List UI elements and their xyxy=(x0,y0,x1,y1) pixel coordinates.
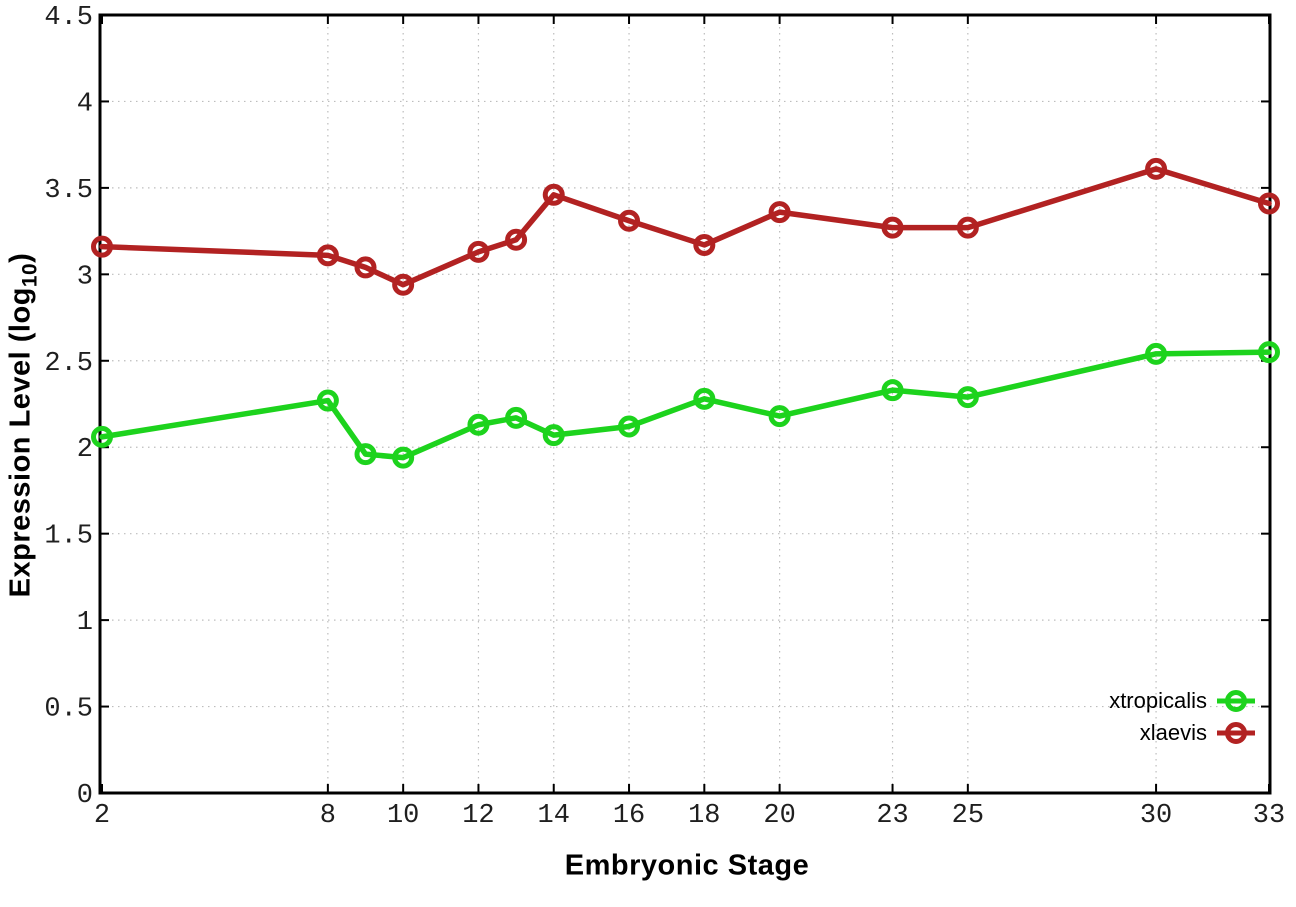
data-point-marker xyxy=(91,425,113,448)
x-tick-label: 14 xyxy=(538,801,570,831)
data-point-marker xyxy=(618,415,641,438)
y-axis-title: Expression Level (log10) xyxy=(4,252,42,598)
legend-point-sample xyxy=(1225,722,1247,744)
x-tick-label: 33 xyxy=(1253,801,1285,831)
data-point-marker xyxy=(768,201,791,224)
x-axis-title: Embryonic Stage xyxy=(564,849,810,882)
y-axis-title-text: Expression Level (log xyxy=(4,287,37,598)
data-point-marker xyxy=(505,228,528,251)
x-tick-label: 20 xyxy=(763,801,795,831)
data-point-marker xyxy=(542,183,565,206)
data-point-marker xyxy=(392,273,415,296)
x-tick-label: 12 xyxy=(462,801,494,831)
legend-label-xtropicalis: xtropicalis xyxy=(1109,688,1207,713)
y-tick-label: 0.5 xyxy=(44,695,93,725)
data-point-marker xyxy=(1258,341,1280,364)
y-axis-title-subscript: 10 xyxy=(18,262,42,288)
y-tick-label: 0 xyxy=(77,781,93,811)
x-tick-label: 2 xyxy=(94,801,110,831)
data-point-marker xyxy=(354,443,377,466)
series-xlaevis xyxy=(91,157,1280,296)
data-point-marker xyxy=(1258,192,1280,215)
y-tick-label: 4 xyxy=(77,89,93,119)
data-point-marker xyxy=(956,386,979,409)
line-marker-icon xyxy=(1217,690,1255,712)
data-point-marker xyxy=(693,233,716,256)
data-point-marker xyxy=(956,216,979,239)
x-tick-label: 30 xyxy=(1140,801,1172,831)
y-tick-label: 3.5 xyxy=(44,176,93,206)
x-tick-label: 23 xyxy=(876,801,908,831)
legend: xtropicalis xlaevis xyxy=(1109,685,1255,749)
data-point-marker xyxy=(354,256,377,279)
data-point-marker xyxy=(505,406,528,429)
y-tick-label: 1.5 xyxy=(44,522,93,552)
tick-labels: 0 0.5 1 1.5 2 2.5 3 3.5 4 4.5 2 8 10 12 14 16 18 20 23 25 30… xyxy=(44,3,1285,831)
data-point-marker xyxy=(618,209,641,232)
data-point-marker xyxy=(316,389,339,412)
y-tick-label: 4.5 xyxy=(44,3,93,33)
x-tick-label: 10 xyxy=(387,801,419,831)
y-tick-label: 2.5 xyxy=(44,349,93,379)
y-tick-label: 2 xyxy=(77,435,93,465)
x-tick-label: 16 xyxy=(613,801,645,831)
x-tick-label: 8 xyxy=(320,801,336,831)
y-tick-label: 1 xyxy=(77,608,93,638)
legend-label-xlaevis: xlaevis xyxy=(1139,720,1207,745)
data-point-marker xyxy=(1145,342,1168,365)
data-point-marker xyxy=(1145,157,1168,180)
data-point-marker xyxy=(316,244,339,267)
data-point-marker xyxy=(768,405,791,428)
plot-border xyxy=(98,13,1272,795)
x-tick-label: 18 xyxy=(688,801,720,831)
line-marker-icon xyxy=(1217,722,1255,744)
data-point-marker xyxy=(392,446,415,469)
y-axis-title-close: ) xyxy=(4,252,37,263)
gridlines xyxy=(100,15,1270,793)
data-point-marker xyxy=(467,240,490,263)
series-line xyxy=(99,166,1272,288)
series-xtropicalis xyxy=(91,341,1280,469)
y-tick-label: 3 xyxy=(77,262,93,292)
data-point-marker xyxy=(91,235,113,258)
legend-item-xtropicalis: xtropicalis xyxy=(1109,685,1255,717)
legend-point-sample xyxy=(1225,690,1247,712)
data-point-marker xyxy=(881,379,904,402)
series-line xyxy=(99,349,1272,461)
data-point-marker xyxy=(693,387,716,410)
data-point-marker xyxy=(542,424,565,447)
data-point-marker xyxy=(467,413,490,436)
data-point-marker xyxy=(881,216,904,239)
legend-item-xlaevis: xlaevis xyxy=(1140,717,1255,749)
x-tick-label: 25 xyxy=(952,801,984,831)
